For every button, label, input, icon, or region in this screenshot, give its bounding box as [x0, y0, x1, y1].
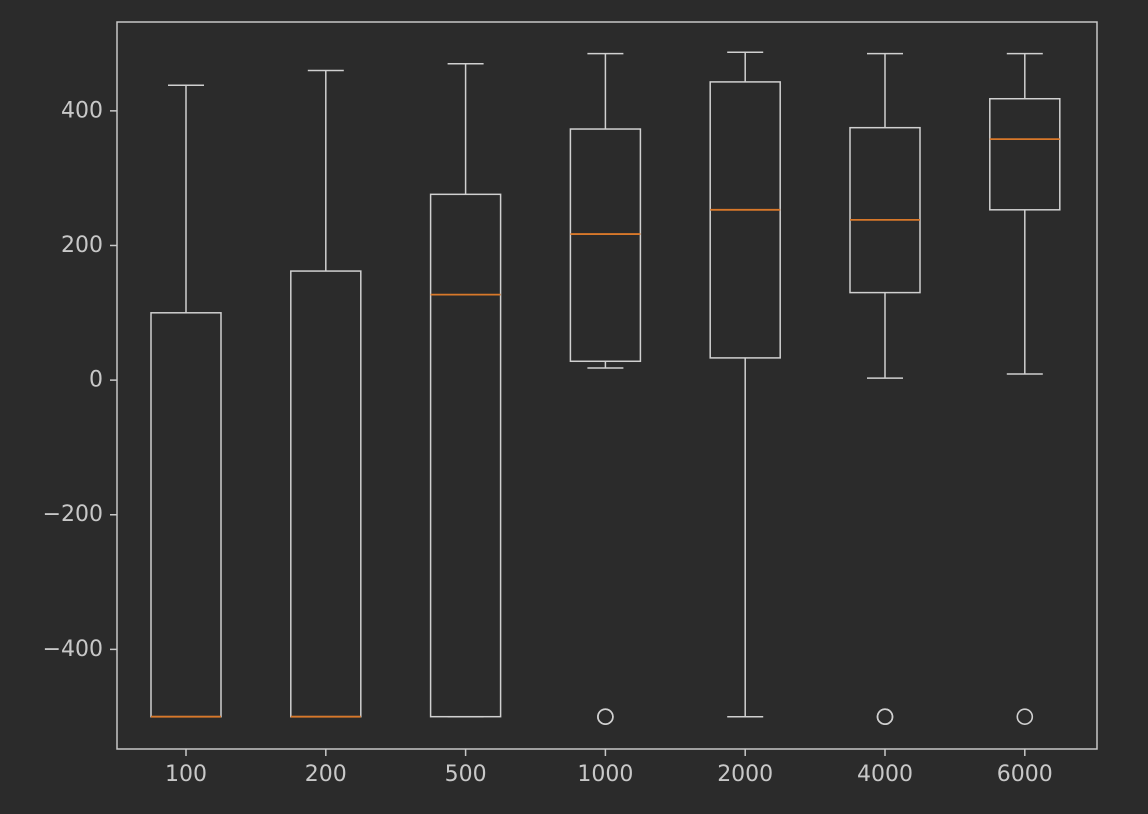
box-group — [429, 62, 502, 718]
iqr-box — [709, 81, 781, 359]
box-group — [709, 51, 781, 718]
y-tick-label: 400 — [61, 98, 103, 123]
iqr-box — [849, 126, 921, 294]
y-axis: −400 −200 0 200 400 — [43, 98, 117, 662]
box-group — [150, 84, 222, 718]
x-axis: 100 200 500 1000 2000 4000 6000 — [165, 749, 1053, 787]
iqr-box — [569, 128, 642, 363]
box-group — [849, 52, 921, 725]
x-tick-label: 2000 — [717, 762, 773, 787]
x-tick-label: 4000 — [857, 762, 913, 787]
x-tick-label: 500 — [445, 762, 487, 787]
box-group — [290, 69, 362, 718]
outlier-point — [876, 708, 894, 725]
iqr-box — [989, 97, 1061, 211]
outlier-point — [1016, 708, 1034, 725]
x-tick-label: 200 — [305, 762, 347, 787]
boxes-layer — [150, 51, 1061, 725]
y-tick-label: −200 — [43, 502, 103, 527]
box-group — [569, 52, 642, 725]
x-tick-label: 100 — [165, 762, 207, 787]
box-group — [989, 52, 1061, 725]
y-tick-label: 0 — [89, 368, 103, 393]
y-tick-label: −400 — [43, 637, 103, 662]
axes-frame — [116, 21, 1098, 750]
y-tick-label: 200 — [61, 233, 103, 258]
iqr-box — [429, 193, 502, 718]
x-tick-label: 1000 — [577, 762, 633, 787]
x-tick-label: 6000 — [997, 762, 1053, 787]
outlier-point — [597, 708, 614, 725]
